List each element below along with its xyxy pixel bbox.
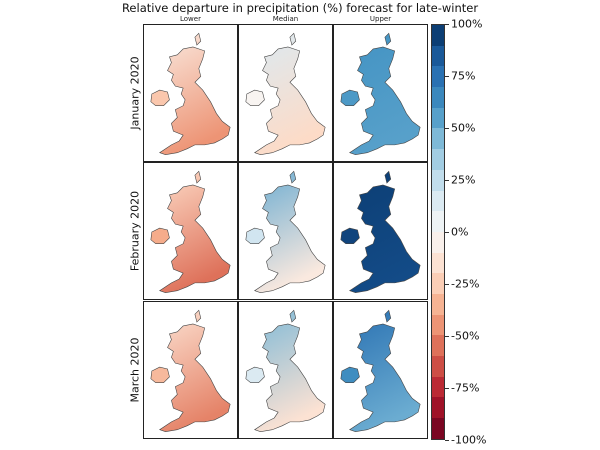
great-britain-map bbox=[254, 309, 326, 432]
northern-ireland-map bbox=[150, 227, 170, 245]
colorbar-tick-label: -75% bbox=[451, 381, 480, 395]
colorbar-tick bbox=[445, 336, 449, 337]
colorbar-step bbox=[432, 107, 444, 129]
great-britain-map bbox=[159, 309, 231, 432]
northern-ireland-map bbox=[340, 227, 360, 245]
northern-ireland-map bbox=[340, 89, 360, 107]
colorbar-step bbox=[432, 252, 444, 274]
colorbar-step bbox=[432, 418, 444, 439]
figure-title: Relative departure in precipitation (%) … bbox=[121, 1, 479, 15]
colorbar-tick-label: 100% bbox=[451, 17, 483, 31]
colorbar-tick bbox=[445, 284, 449, 285]
colorbar-tick-label: -50% bbox=[451, 329, 480, 343]
colorbar-tick-label: 50% bbox=[451, 121, 476, 135]
colorbar-tick bbox=[445, 76, 449, 77]
map-panel-january-2020-median bbox=[238, 24, 333, 162]
northern-ireland-map bbox=[245, 366, 265, 384]
colorbar-step bbox=[432, 211, 444, 232]
colorbar-step bbox=[432, 376, 444, 398]
northern-ireland-map bbox=[150, 89, 170, 107]
northern-ireland-map bbox=[245, 227, 265, 245]
colorbar-step bbox=[432, 128, 444, 150]
colorbar-step bbox=[432, 293, 444, 315]
colorbar-step bbox=[432, 231, 444, 253]
colorbar-step bbox=[432, 66, 444, 88]
colorbar-step bbox=[432, 190, 444, 212]
row-label: March 2020 bbox=[128, 337, 142, 403]
colorbar-step bbox=[432, 335, 444, 356]
colorbar-tick-label: -25% bbox=[451, 277, 480, 291]
map-panel-january-2020-upper bbox=[333, 24, 428, 162]
colorbar-tick bbox=[445, 440, 449, 441]
colorbar-step bbox=[432, 397, 444, 419]
colorbar-step bbox=[432, 356, 444, 377]
colorbar-step bbox=[432, 25, 444, 46]
map-panel-february-2020-upper bbox=[333, 162, 428, 300]
colorbar-tick-label: 75% bbox=[451, 69, 476, 83]
colorbar-tick-label: 25% bbox=[451, 173, 476, 187]
colorbar-tick bbox=[445, 232, 449, 233]
colorbar-tick-label: -100% bbox=[451, 433, 487, 447]
great-britain-map bbox=[349, 32, 421, 155]
colorbar-tick bbox=[445, 24, 449, 25]
map-panel-march-2020-lower bbox=[143, 301, 238, 439]
northern-ireland-map bbox=[150, 366, 170, 384]
column-label: Upper bbox=[369, 15, 392, 23]
northern-ireland-map bbox=[340, 366, 360, 384]
map-panel-february-2020-median bbox=[238, 162, 333, 300]
colorbar-tick bbox=[445, 128, 449, 129]
map-panel-march-2020-median bbox=[238, 301, 333, 439]
colorbar bbox=[431, 24, 445, 440]
great-britain-map bbox=[254, 32, 326, 155]
great-britain-map bbox=[349, 309, 421, 432]
column-label: Median bbox=[272, 15, 299, 23]
great-britain-map bbox=[159, 32, 231, 155]
colorbar-step bbox=[432, 45, 444, 67]
great-britain-map bbox=[159, 170, 231, 293]
map-panel-march-2020-upper bbox=[333, 301, 428, 439]
colorbar-tick bbox=[445, 388, 449, 389]
colorbar-tick bbox=[445, 180, 449, 181]
row-label: February 2020 bbox=[128, 190, 142, 272]
column-label: Lower bbox=[180, 15, 201, 23]
colorbar-step bbox=[432, 87, 444, 108]
great-britain-map bbox=[349, 170, 421, 293]
colorbar-step bbox=[432, 169, 444, 191]
great-britain-map bbox=[254, 170, 326, 293]
colorbar-tick-label: 0% bbox=[451, 225, 469, 239]
colorbar-step bbox=[432, 314, 444, 336]
colorbar-step bbox=[432, 149, 444, 170]
northern-ireland-map bbox=[245, 89, 265, 107]
colorbar-step bbox=[432, 273, 444, 294]
row-label: January 2020 bbox=[128, 56, 142, 130]
map-panel-january-2020-lower bbox=[143, 24, 238, 162]
map-panel-february-2020-lower bbox=[143, 162, 238, 300]
